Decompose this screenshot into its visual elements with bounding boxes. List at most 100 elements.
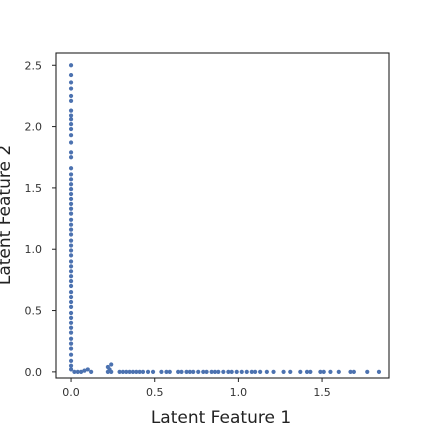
data-point — [159, 369, 164, 374]
data-point — [348, 369, 353, 374]
data-point — [68, 113, 74, 118]
data-point — [239, 369, 244, 374]
data-point — [68, 304, 74, 309]
data-point — [68, 358, 74, 363]
data-point — [68, 63, 74, 68]
data-point — [308, 369, 313, 374]
data-point — [72, 369, 77, 374]
data-point — [191, 369, 196, 374]
data-point — [176, 369, 181, 374]
y-tick-label: 0.5 — [25, 305, 43, 318]
data-point — [79, 369, 84, 374]
data-point — [68, 122, 74, 127]
data-point — [68, 325, 74, 330]
y-tick-label: 2.5 — [25, 59, 43, 72]
data-point — [68, 177, 74, 182]
data-point — [68, 290, 74, 295]
data-point — [68, 259, 74, 264]
data-point — [68, 108, 74, 113]
x-tick-label: 0.0 — [62, 386, 80, 399]
data-point — [258, 369, 263, 374]
data-point — [68, 248, 74, 253]
data-point — [68, 269, 74, 274]
data-point — [68, 217, 74, 222]
data-point — [68, 93, 74, 99]
data-point — [68, 227, 74, 232]
y-axis-title: Latent Feature 2 — [0, 145, 15, 285]
data-point — [68, 341, 74, 346]
data-point — [130, 369, 136, 374]
data-point — [68, 166, 74, 171]
data-point — [109, 369, 114, 374]
data-point — [68, 346, 74, 351]
data-point — [68, 72, 74, 78]
data-point — [318, 369, 323, 374]
data-point — [288, 369, 293, 374]
data-point — [145, 369, 151, 374]
data-point — [68, 315, 74, 321]
data-point — [351, 369, 356, 374]
data-point — [68, 243, 74, 248]
data-point — [229, 369, 234, 374]
data-point — [68, 187, 74, 192]
data-point — [68, 117, 74, 122]
data-point — [68, 279, 74, 284]
data-point — [209, 369, 214, 374]
data-point — [120, 369, 126, 374]
data-point — [68, 150, 74, 155]
data-point — [127, 369, 132, 374]
ticks-layer: 0.0 0.5 1.0 1.5 0.0 0.5 1.0 1.5 2.0 2.5 — [25, 59, 331, 399]
data-point — [68, 330, 74, 335]
data-point — [68, 310, 74, 316]
data-point — [264, 369, 269, 374]
points-layer — [68, 63, 382, 374]
data-point — [68, 320, 74, 325]
data-point — [328, 369, 333, 374]
data-point — [117, 369, 122, 374]
data-point — [365, 369, 370, 374]
data-point — [68, 299, 74, 305]
data-point — [68, 294, 74, 300]
data-point — [216, 369, 221, 374]
plot-frame — [55, 52, 390, 379]
data-point — [167, 369, 172, 374]
data-point — [68, 283, 74, 289]
data-point — [249, 369, 254, 374]
y-tick-label: 1.0 — [25, 243, 43, 256]
data-point — [196, 369, 201, 374]
x-tick-label: 1.0 — [230, 386, 248, 399]
data-point — [109, 362, 114, 367]
data-point — [68, 140, 74, 145]
data-point — [82, 368, 87, 373]
x-axis-title: Latent Feature 1 — [151, 408, 291, 428]
data-point — [68, 196, 74, 202]
data-point — [140, 369, 146, 374]
data-point — [68, 336, 74, 341]
data-point — [68, 238, 74, 243]
data-point — [187, 369, 192, 374]
data-point — [124, 369, 129, 374]
data-point — [376, 369, 382, 374]
data-point — [212, 369, 218, 374]
data-point — [68, 232, 74, 237]
data-point — [184, 369, 189, 374]
x-tick-label: 1.5 — [313, 386, 331, 399]
data-point — [68, 172, 74, 177]
data-point — [244, 369, 249, 374]
data-point — [68, 206, 74, 211]
data-point — [304, 369, 310, 374]
data-point — [89, 369, 94, 374]
data-point — [68, 363, 74, 368]
data-point — [321, 369, 326, 374]
data-point — [164, 369, 169, 374]
data-point — [75, 369, 80, 374]
data-point — [221, 369, 226, 374]
y-tick-label: 1.5 — [25, 182, 43, 195]
data-point — [68, 86, 74, 91]
data-point — [68, 155, 74, 160]
data-point — [68, 367, 74, 372]
y-tick-label: 2.0 — [25, 121, 43, 134]
data-point — [85, 367, 90, 372]
data-point — [68, 126, 74, 132]
